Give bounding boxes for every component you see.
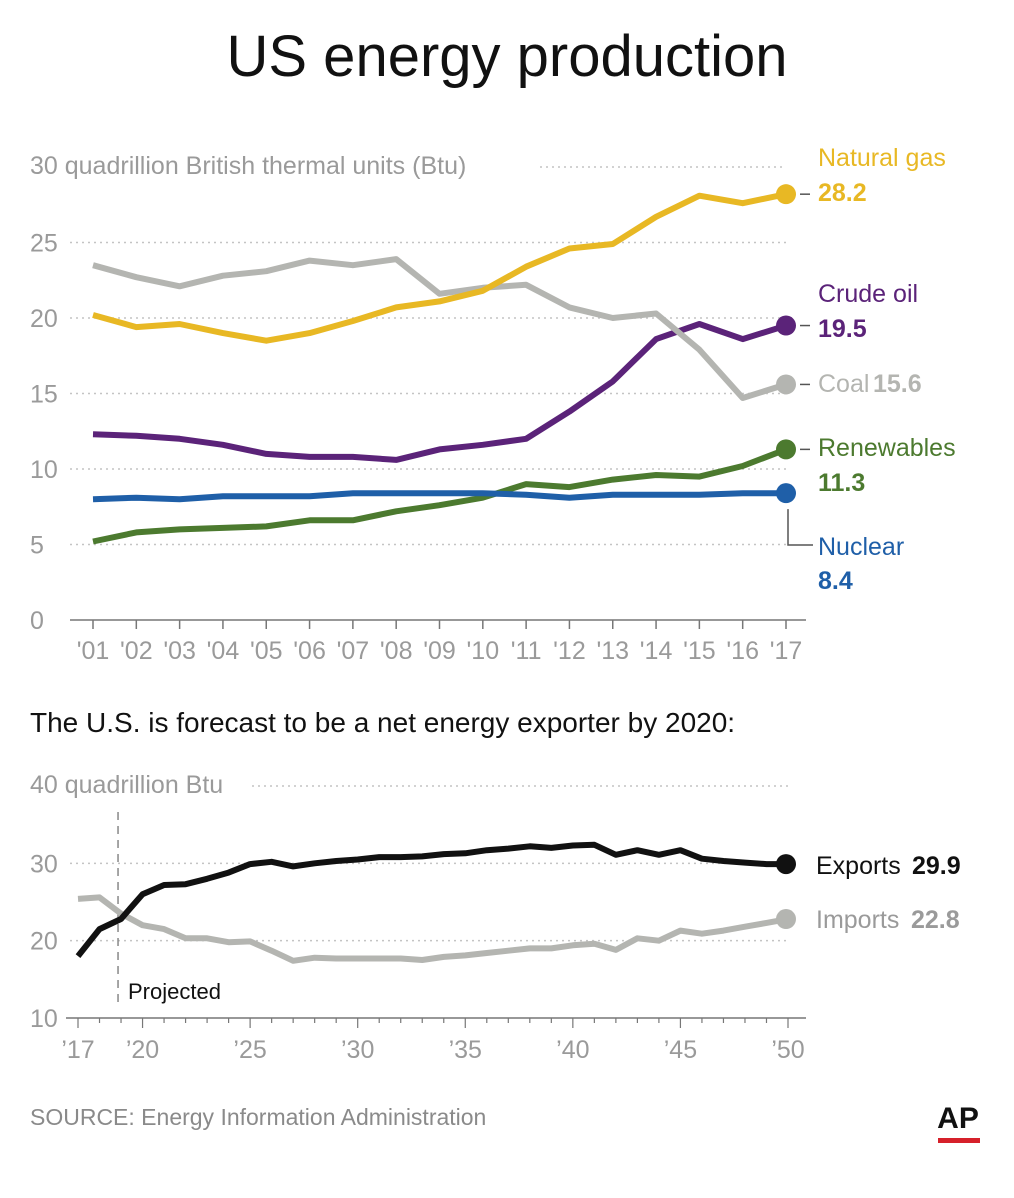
production-y-tick-label: 15 bbox=[30, 381, 58, 409]
production-y-tick-label: 0 bbox=[30, 607, 44, 635]
trade-y-tick-label: 10 bbox=[30, 1005, 58, 1033]
production-x-tick-label: '03 bbox=[163, 637, 196, 665]
series-value-nuclear: 8.4 bbox=[818, 567, 853, 595]
trade-chart: 40 quadrillion Btu Projected 30 20 10’17 ’2… bbox=[30, 771, 961, 1064]
ap-logo: AP bbox=[937, 1102, 980, 1143]
exporter-chart-title: The U.S. is forecast to be a net energy … bbox=[30, 707, 735, 738]
production-x-tick-label: '09 bbox=[423, 637, 456, 665]
production-x-tick-label: '12 bbox=[553, 637, 586, 665]
series-label-renewables: Renewables bbox=[818, 434, 956, 462]
projected-annotation: Projected bbox=[128, 979, 221, 1004]
production-chart: 30 quadrillion British thermal units (Bt… bbox=[30, 144, 956, 665]
production-x-tick-label: '11 bbox=[511, 637, 542, 665]
production-y-axis-label: 30 quadrillion British thermal units (Bt… bbox=[30, 152, 466, 180]
production-x-tick-label: '10 bbox=[467, 637, 500, 665]
production-x-tick-label: '07 bbox=[337, 637, 370, 665]
production-x-tick-label: '02 bbox=[120, 637, 153, 665]
nuclear-leader-line bbox=[787, 509, 813, 546]
production-x-tick-label: '05 bbox=[250, 637, 283, 665]
production-y-tick-label: 10 bbox=[30, 456, 58, 484]
production-x-tick-label: '15 bbox=[683, 637, 716, 665]
series-value-coal: 15.6 bbox=[873, 370, 922, 398]
series-line-natural-gas bbox=[92, 191, 787, 344]
trade-x-tick-label: ’25 bbox=[233, 1036, 266, 1064]
series-line-coal bbox=[92, 256, 787, 401]
production-y-tick-label: 20 bbox=[30, 305, 58, 333]
trade-x-tick-label: ’40 bbox=[556, 1036, 589, 1064]
endpoint-imports bbox=[776, 909, 796, 930]
production-x-tick-label: '17 bbox=[770, 637, 803, 665]
trade-y-tick-label: 30 bbox=[30, 850, 58, 878]
production-x-tick-label: '16 bbox=[726, 637, 759, 665]
trade-x-tick-label: ’35 bbox=[449, 1036, 482, 1064]
series-line-imports bbox=[77, 894, 789, 964]
trade-x-tick-label: ’20 bbox=[126, 1036, 159, 1064]
series-line-exports bbox=[75, 841, 788, 958]
production-x-tick-label: '04 bbox=[207, 637, 240, 665]
trade-x-tick-label: ’50 bbox=[771, 1036, 804, 1064]
series-label-natural-gas: Natural gas bbox=[818, 144, 946, 172]
series-label-imports: Imports bbox=[816, 906, 899, 934]
production-y-tick-label: 25 bbox=[30, 230, 58, 258]
series-value-crude-oil: 19.5 bbox=[818, 315, 867, 343]
series-value-natural-gas: 28.2 bbox=[818, 179, 867, 207]
ap-logo-text: AP bbox=[937, 1102, 979, 1135]
production-x-tick-label: '01 bbox=[77, 637, 110, 665]
trade-y-tick-label: 20 bbox=[30, 928, 58, 956]
endpoint-crude-oil bbox=[776, 315, 796, 336]
endpoint-renewables bbox=[776, 439, 796, 460]
endpoint-natural-gas bbox=[776, 184, 796, 205]
series-line-renewables bbox=[92, 446, 788, 545]
series-label-coal: Coal bbox=[818, 370, 869, 398]
series-label-nuclear: Nuclear bbox=[818, 533, 904, 561]
trade-y-axis-label: 40 quadrillion Btu bbox=[30, 771, 223, 799]
trade-x-tick-label: ’30 bbox=[341, 1036, 374, 1064]
series-line-crude-oil bbox=[92, 321, 787, 463]
production-x-tick-label: '14 bbox=[640, 637, 673, 665]
page-title: US energy production bbox=[227, 24, 788, 89]
endpoint-coal bbox=[776, 374, 796, 395]
production-y-tick-label: 5 bbox=[30, 532, 44, 560]
production-x-tick-label: '08 bbox=[380, 637, 413, 665]
trade-x-tick-label: ’17 bbox=[61, 1036, 94, 1064]
source-note: SOURCE: Energy Information Administratio… bbox=[30, 1104, 486, 1130]
series-value-renewables: 11.3 bbox=[818, 469, 865, 497]
endpoint-exports bbox=[776, 854, 796, 875]
trade-x-tick-label: ’45 bbox=[664, 1036, 697, 1064]
production-x-tick-label: '13 bbox=[596, 637, 629, 665]
series-label-exports: Exports bbox=[816, 852, 901, 880]
production-x-tick-label: '06 bbox=[293, 637, 326, 665]
endpoint-nuclear bbox=[776, 483, 796, 504]
series-label-crude-oil: Crude oil bbox=[818, 280, 918, 308]
series-line-nuclear bbox=[92, 490, 786, 503]
series-value-imports: 22.8 bbox=[911, 906, 960, 934]
ap-logo-underline bbox=[938, 1138, 980, 1143]
series-value-exports: 29.9 bbox=[912, 852, 961, 880]
